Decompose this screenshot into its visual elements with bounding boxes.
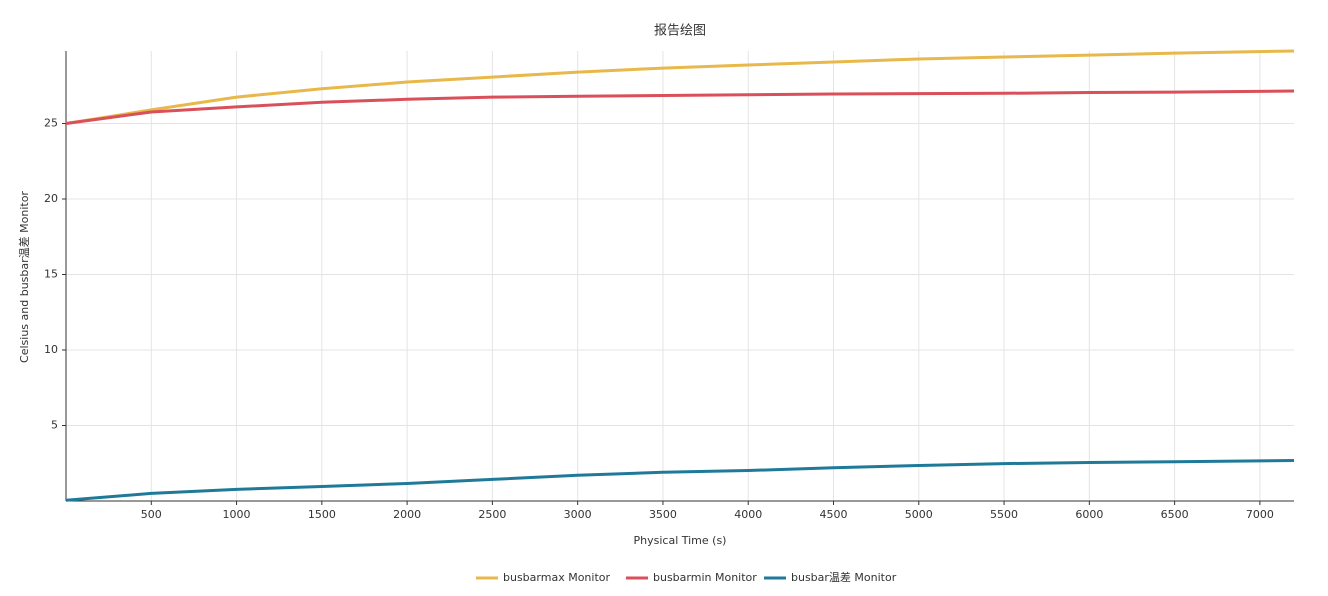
x-tick-label: 5500 [990,508,1018,521]
legend-label: busbarmax Monitor [503,571,610,584]
series-line [65,49,1295,125]
x-tick-label: 5000 [905,508,933,521]
x-tick-label: 500 [141,508,162,521]
x-tick-label: 1500 [308,508,336,521]
legend-item: busbarmin Monitor [626,571,757,584]
y-tick-label: 15 [44,267,58,280]
chart-title: 报告绘图 [654,24,706,39]
series-line [65,89,1295,125]
x-tick-label: 2500 [478,508,506,521]
x-tick-label: 6500 [1161,508,1189,521]
y-tick-label: 25 [44,116,58,129]
legend-label: busbarmin Monitor [653,571,757,584]
x-tick-label: 4000 [734,508,762,521]
x-tick-label: 1000 [223,508,251,521]
legend-item: busbarmax Monitor [476,571,610,584]
legend-item: busbar温差 Monitor [764,570,897,584]
x-tick-label: 7000 [1246,508,1274,521]
x-tick-label: 3500 [649,508,677,521]
y-tick-label: 5 [51,418,58,431]
y-tick-label: 10 [44,343,58,356]
y-tick-label: 20 [44,192,58,205]
x-tick-label: 3000 [564,508,592,521]
x-tick-label: 4500 [820,508,848,521]
legend-label: busbar温差 Monitor [791,570,897,584]
y-axis-label: Celsius and busbar温差 Monitor [17,191,31,363]
series-line [65,459,1295,502]
x-tick-label: 2000 [393,508,421,521]
x-axis-label: Physical Time (s) [634,534,727,547]
x-tick-label: 6000 [1075,508,1103,521]
